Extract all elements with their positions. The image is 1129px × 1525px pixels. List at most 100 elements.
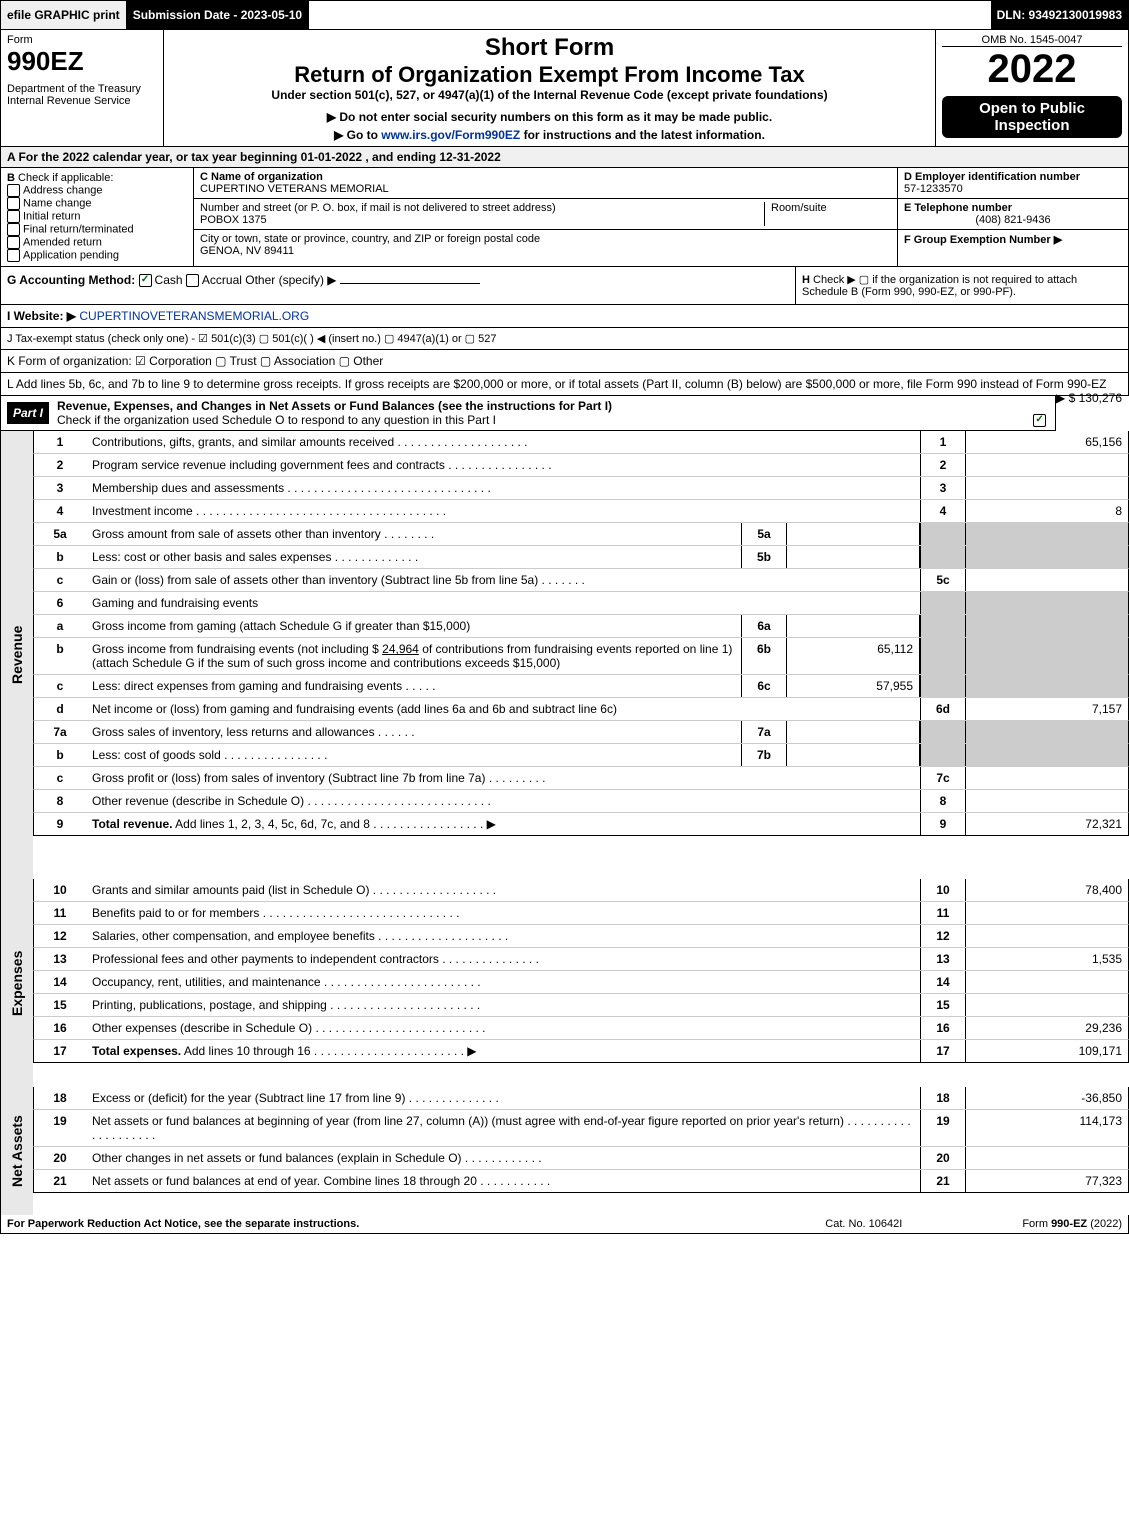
- line-6d-desc: Net income or (loss) from gaming and fun…: [86, 698, 920, 720]
- line-7b-sub: 7b: [741, 744, 787, 766]
- line-5b-desc: Less: cost or other basis and sales expe…: [86, 546, 741, 568]
- submission-date: Submission Date - 2023-05-10: [127, 1, 309, 29]
- org-website-link[interactable]: CUPERTINOVETERANSMEMORIAL.ORG: [79, 309, 309, 323]
- line-11-num: 11: [34, 902, 86, 924]
- line-18-col: 18: [920, 1087, 966, 1109]
- line-7a-num: 7a: [34, 721, 86, 743]
- address-change-checkbox[interactable]: [7, 184, 20, 197]
- line-7b-val: [966, 744, 1128, 766]
- line-6b-num: b: [34, 638, 86, 674]
- line-5b-num: b: [34, 546, 86, 568]
- line-3-val: [966, 477, 1128, 499]
- line-14-num: 14: [34, 971, 86, 993]
- final-return-checkbox[interactable]: [7, 223, 20, 236]
- line-19-num: 19: [34, 1110, 86, 1146]
- row-i: I Website: ▶ CUPERTINOVETERANSMEMORIAL.O…: [0, 305, 1129, 328]
- opt-app-pending: Application pending: [23, 249, 119, 261]
- line-12-val: [966, 925, 1128, 947]
- line-21-num: 21: [34, 1170, 86, 1192]
- irs-link[interactable]: www.irs.gov/Form990EZ: [381, 128, 520, 142]
- opt-final-return: Final return/terminated: [23, 223, 134, 235]
- accrual-checkbox[interactable]: [186, 274, 199, 287]
- line-13-desc: Professional fees and other payments to …: [86, 948, 920, 970]
- line-6b-col: [920, 638, 966, 674]
- line-17-num: 17: [34, 1040, 86, 1062]
- line-18-desc: Excess or (deficit) for the year (Subtra…: [86, 1087, 920, 1109]
- line-7c-val: [966, 767, 1128, 789]
- footer-left: For Paperwork Reduction Act Notice, see …: [7, 1218, 359, 1230]
- line-6c-desc: Less: direct expenses from gaming and fu…: [86, 675, 741, 697]
- part-i-check-text: Check if the organization used Schedule …: [57, 413, 496, 427]
- part-i-label: Part I: [7, 402, 49, 424]
- name-change-checkbox[interactable]: [7, 197, 20, 210]
- line-6b-subval: 65,112: [787, 638, 920, 674]
- line-9-val: 72,321: [966, 813, 1128, 835]
- short-form-title: Short Form: [170, 34, 929, 62]
- amended-return-checkbox[interactable]: [7, 236, 20, 249]
- omb-number: OMB No. 1545-0047: [942, 34, 1122, 47]
- footer: For Paperwork Reduction Act Notice, see …: [0, 1215, 1129, 1234]
- opt-amended: Amended return: [23, 236, 102, 248]
- line-6c-val: [966, 675, 1128, 697]
- line-2-col: 2: [920, 454, 966, 476]
- line-7a-sub: 7a: [741, 721, 787, 743]
- line-21-col: 21: [920, 1170, 966, 1192]
- line-1-desc: Contributions, gifts, grants, and simila…: [86, 431, 920, 453]
- line-5c-num: c: [34, 569, 86, 591]
- f-group-label: F Group Exemption Number ▶: [904, 234, 1062, 246]
- part-i-header: Part I Revenue, Expenses, and Changes in…: [0, 396, 1056, 431]
- line-7a-desc: Gross sales of inventory, less returns a…: [86, 721, 741, 743]
- line-17-col: 17: [920, 1040, 966, 1062]
- line-18-num: 18: [34, 1087, 86, 1109]
- line-8-val: [966, 790, 1128, 812]
- application-pending-checkbox[interactable]: [7, 249, 20, 262]
- row-l: L Add lines 5b, 6c, and 7b to line 9 to …: [0, 373, 1129, 396]
- line-17-val: 109,171: [966, 1040, 1128, 1062]
- initial-return-checkbox[interactable]: [7, 210, 20, 223]
- line-6c-sub: 6c: [741, 675, 787, 697]
- line-20-val: [966, 1147, 1128, 1169]
- line-2-num: 2: [34, 454, 86, 476]
- line-3-num: 3: [34, 477, 86, 499]
- line-13-col: 13: [920, 948, 966, 970]
- line-5a-subval: [787, 523, 920, 545]
- city-value: GENOA, NV 89411: [200, 245, 294, 257]
- line-5a-desc: Gross amount from sale of assets other t…: [86, 523, 741, 545]
- h-label: H: [802, 274, 810, 286]
- line-5c-col: 5c: [920, 569, 966, 591]
- line-21-desc: Net assets or fund balances at end of ye…: [86, 1170, 920, 1192]
- line-11-desc: Benefits paid to or for members . . . . …: [86, 902, 920, 924]
- line-6a-col: [920, 615, 966, 637]
- line-7a-subval: [787, 721, 920, 743]
- line-4-val: 8: [966, 500, 1128, 522]
- row-j: J Tax-exempt status (check only one) - ☑…: [0, 328, 1129, 350]
- schedule-o-checkbox[interactable]: [1033, 414, 1046, 427]
- phone-value: (408) 821-9436: [904, 214, 1122, 226]
- line-18-val: -36,850: [966, 1087, 1128, 1109]
- cash-label: Cash: [155, 273, 183, 287]
- line-6c-col: [920, 675, 966, 697]
- org-name: CUPERTINO VETERANS MEMORIAL: [200, 183, 389, 195]
- line-7b-desc: Less: cost of goods sold . . . . . . . .…: [86, 744, 741, 766]
- opt-name-change: Name change: [23, 197, 92, 209]
- line-11-val: [966, 902, 1128, 924]
- opt-initial-return: Initial return: [23, 210, 80, 222]
- line-6c-subval: 57,955: [787, 675, 920, 697]
- line-19-val: 114,173: [966, 1110, 1128, 1146]
- other-label: Other (specify) ▶: [245, 273, 336, 287]
- d-ein-label: D Employer identification number: [904, 171, 1080, 183]
- row-g-h: G Accounting Method: Cash Accrual Other …: [0, 267, 1129, 305]
- line-4-num: 4: [34, 500, 86, 522]
- line-4-col: 4: [920, 500, 966, 522]
- part-i-title: Revenue, Expenses, and Changes in Net As…: [57, 399, 612, 413]
- line-10-desc: Grants and similar amounts paid (list in…: [86, 879, 920, 901]
- line-20-col: 20: [920, 1147, 966, 1169]
- line-17-desc: Total expenses. Add lines 10 through 16 …: [86, 1040, 920, 1062]
- expenses-sidebar: Expenses: [0, 879, 33, 1087]
- line-5a-num: 5a: [34, 523, 86, 545]
- line-10-num: 10: [34, 879, 86, 901]
- efile-button[interactable]: efile GRAPHIC print: [1, 1, 127, 29]
- cash-checkbox[interactable]: [139, 274, 152, 287]
- line-1-num: 1: [34, 431, 86, 453]
- check-applicable-label: Check if applicable:: [18, 172, 113, 184]
